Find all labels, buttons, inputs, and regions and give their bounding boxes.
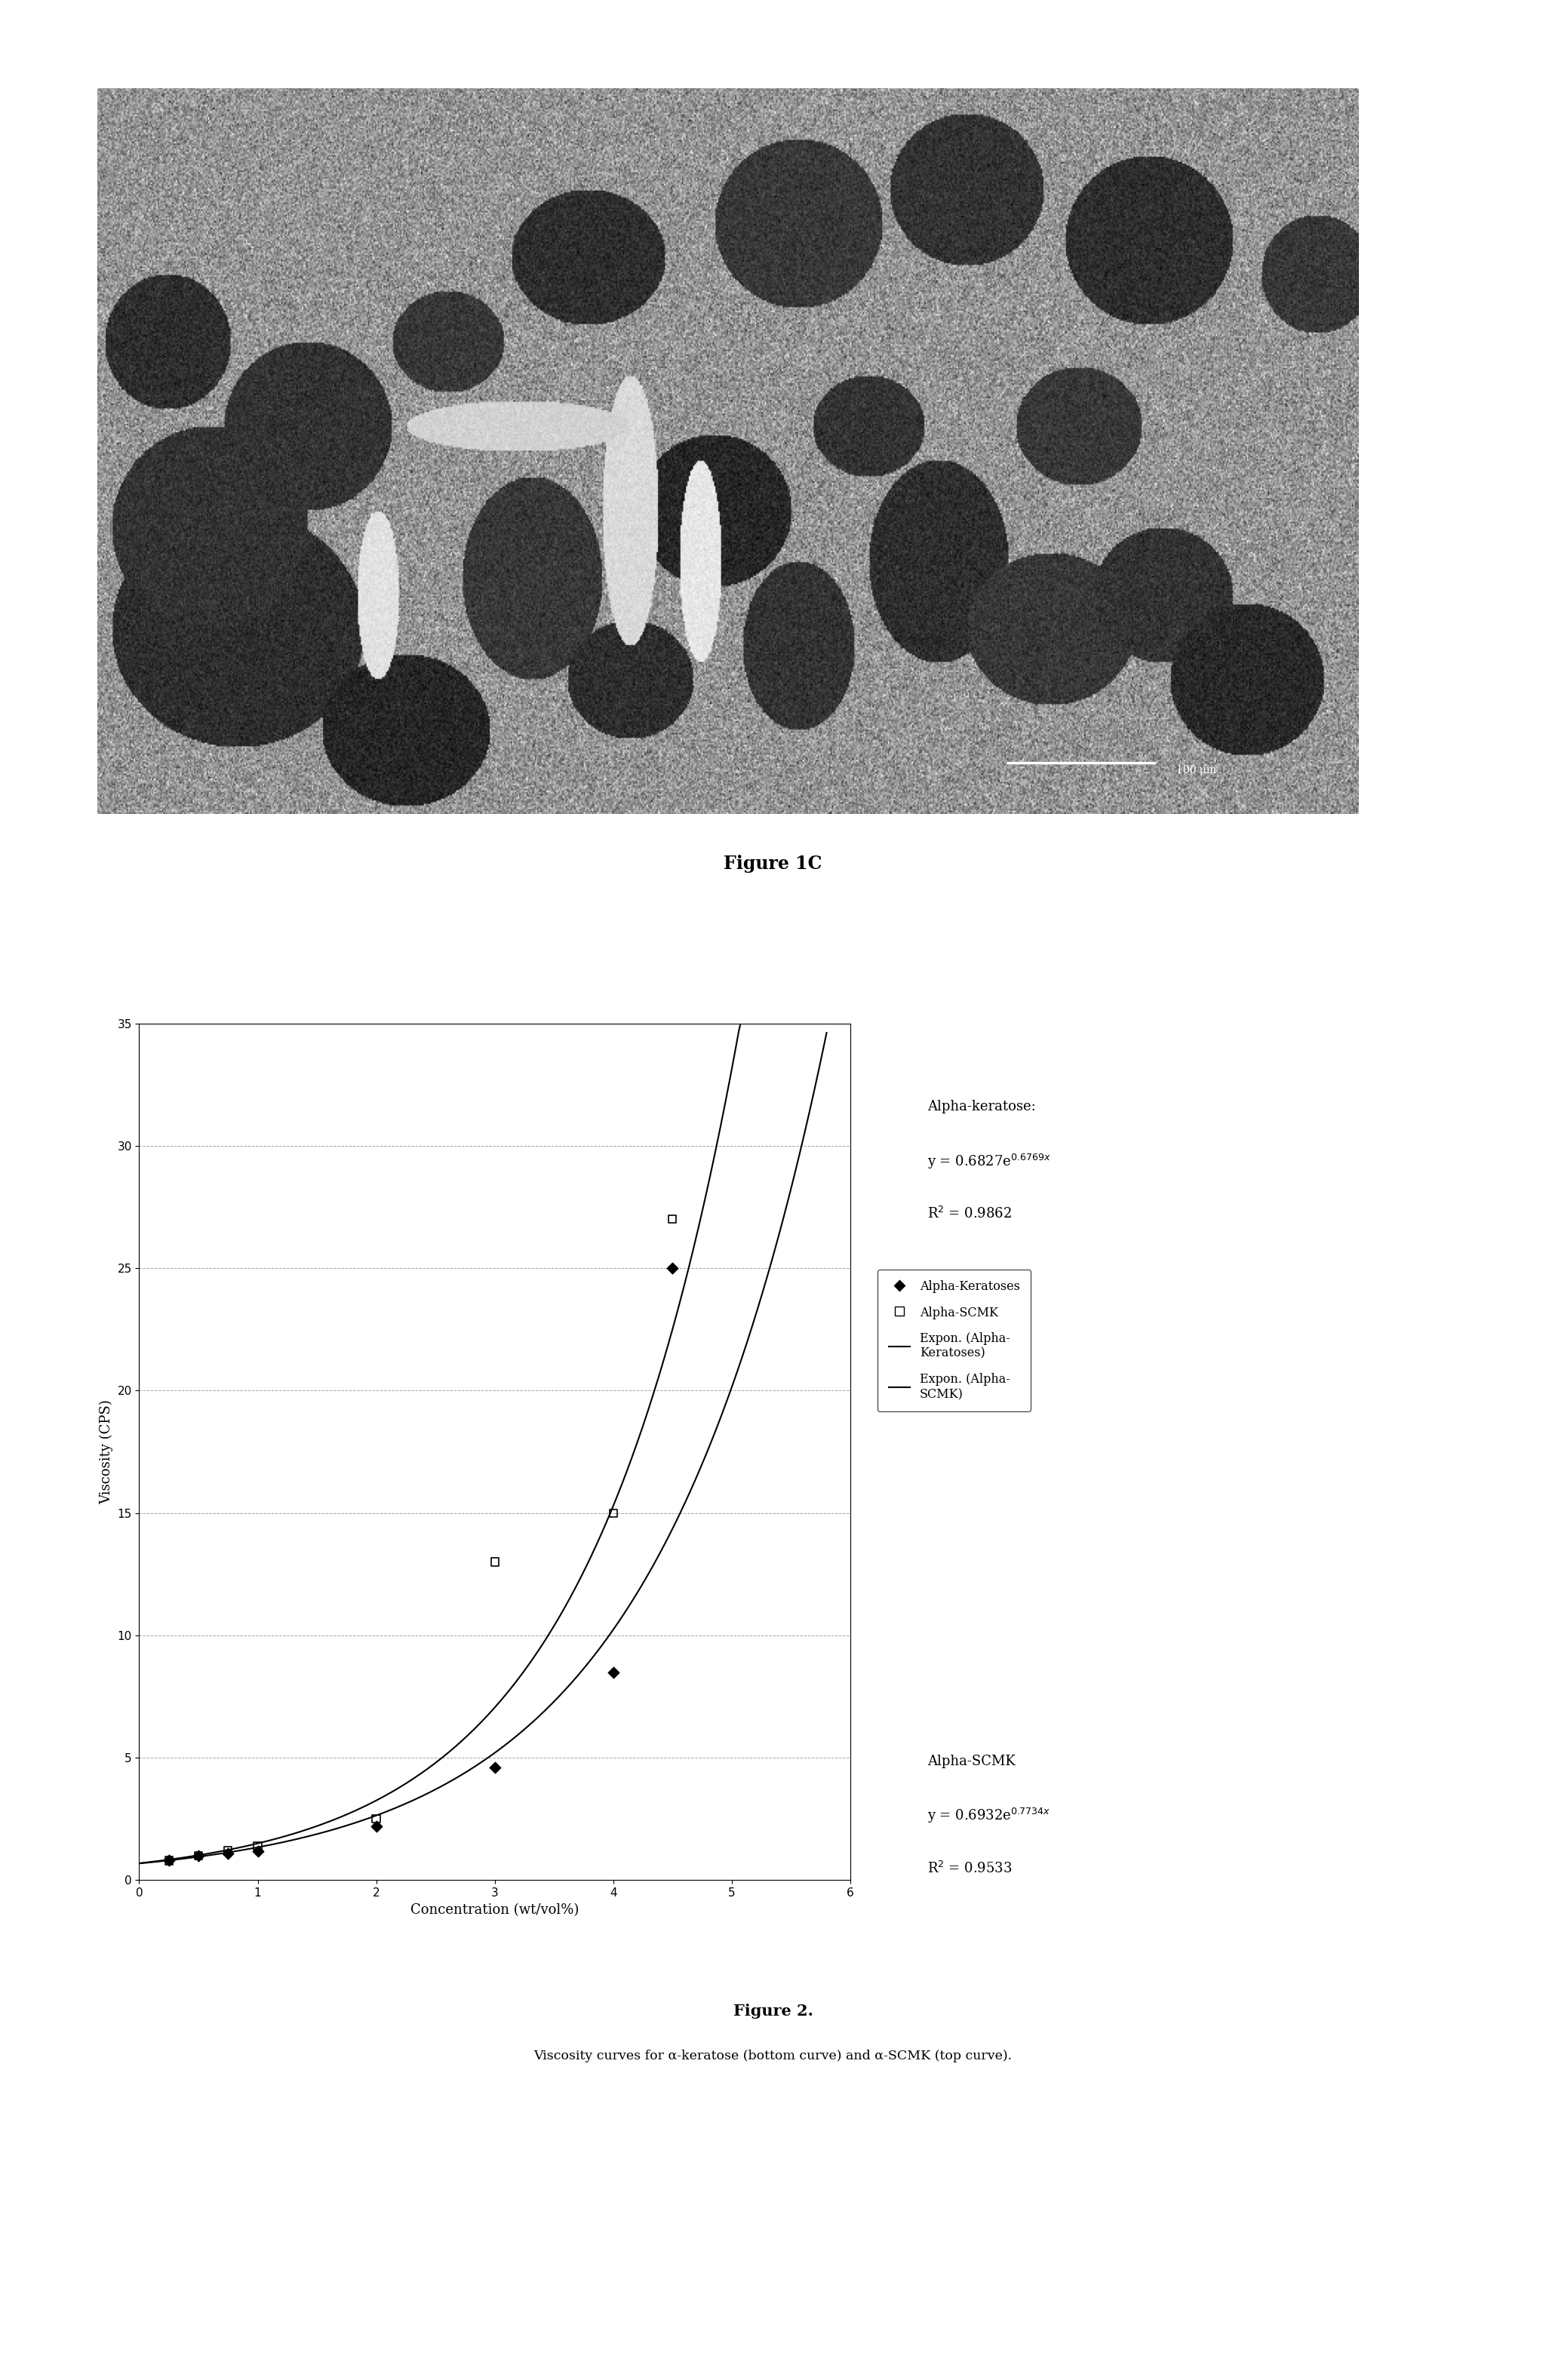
Alpha-SCMK bbox=[363, 1799, 388, 1837]
Alpha-SCMK bbox=[215, 1833, 241, 1871]
Text: 100 μm: 100 μm bbox=[1177, 764, 1217, 776]
Text: Alpha-keratose:: Alpha-keratose: bbox=[928, 1100, 1036, 1114]
Text: R$^2$ = 0.9533: R$^2$ = 0.9533 bbox=[928, 1861, 1013, 1875]
Text: y = 0.6932e$^{0.7734x}$: y = 0.6932e$^{0.7734x}$ bbox=[928, 1806, 1051, 1825]
Text: Figure 1C: Figure 1C bbox=[724, 854, 822, 873]
X-axis label: Concentration (wt/vol%): Concentration (wt/vol%) bbox=[410, 1904, 580, 1916]
Text: Viscosity curves for α-keratose (bottom curve) and α-SCMK (top curve).: Viscosity curves for α-keratose (bottom … bbox=[533, 2049, 1013, 2063]
Alpha-SCMK bbox=[482, 1542, 507, 1580]
Alpha-SCMK bbox=[601, 1495, 626, 1533]
Legend: Alpha-Keratoses, Alpha-SCMK, Expon. (Alpha-
Keratoses), Expon. (Alpha-
SCMK): Alpha-Keratoses, Alpha-SCMK, Expon. (Alp… bbox=[878, 1269, 1031, 1411]
Alpha-Keratoses bbox=[215, 1835, 241, 1873]
Alpha-Keratoses bbox=[186, 1837, 210, 1875]
Alpha-SCMK bbox=[660, 1200, 685, 1238]
Alpha-SCMK bbox=[186, 1837, 210, 1875]
Alpha-Keratoses bbox=[246, 1833, 271, 1871]
Alpha-SCMK bbox=[246, 1828, 271, 1866]
Text: Alpha-SCMK: Alpha-SCMK bbox=[928, 1754, 1016, 1768]
Alpha-Keratoses bbox=[156, 1842, 181, 1880]
Text: y = 0.6827e$^{0.6769x}$: y = 0.6827e$^{0.6769x}$ bbox=[928, 1152, 1051, 1171]
Alpha-Keratoses bbox=[660, 1250, 685, 1288]
Alpha-SCMK bbox=[156, 1842, 181, 1880]
Alpha-Keratoses bbox=[601, 1654, 626, 1692]
Alpha-Keratoses bbox=[363, 1806, 388, 1844]
Y-axis label: Viscosity (CPS): Viscosity (CPS) bbox=[99, 1399, 113, 1504]
Text: R$^2$ = 0.9862: R$^2$ = 0.9862 bbox=[928, 1207, 1013, 1221]
Text: Figure 2.: Figure 2. bbox=[733, 2004, 813, 2018]
Alpha-Keratoses bbox=[482, 1749, 507, 1787]
